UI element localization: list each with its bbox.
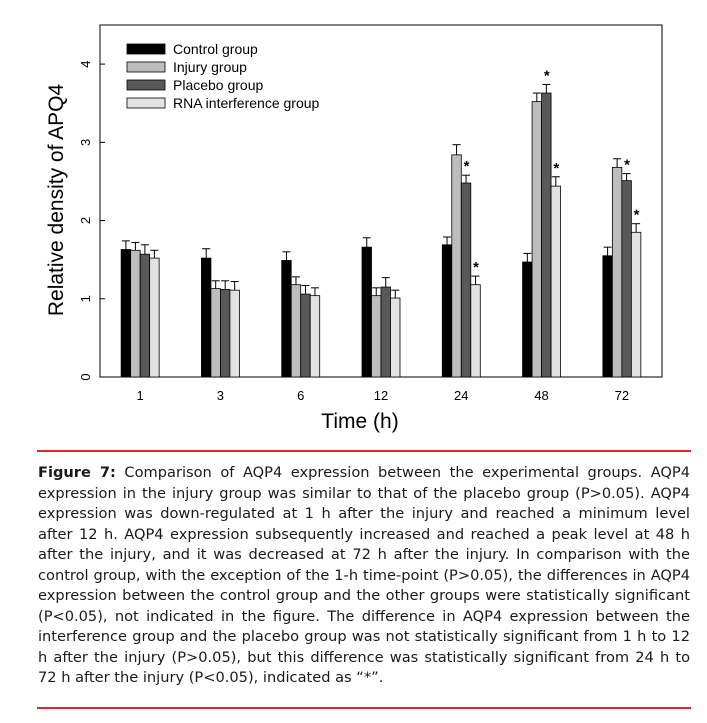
x-tick-label: 24 [454, 388, 468, 403]
bar [371, 295, 382, 378]
significance-marker: * [624, 157, 630, 174]
x-tick-label: 12 [374, 388, 388, 403]
bar [220, 288, 231, 378]
caption-text: Comparison of AQP4 expression between th… [38, 464, 690, 686]
y-tick-label: 4 [78, 60, 93, 67]
bar [602, 255, 613, 378]
significance-marker: * [553, 160, 559, 177]
y-axis-label: Relative density of APQ4 [45, 84, 68, 317]
y-tick-label: 2 [78, 217, 93, 224]
bar [130, 249, 141, 378]
legend-swatch [126, 43, 166, 55]
legend-label: Injury group [173, 59, 247, 75]
bar [621, 180, 632, 378]
bar [451, 154, 462, 378]
x-tick-label: 72 [615, 388, 629, 403]
bars [120, 92, 642, 378]
x-tick-label: 48 [534, 388, 548, 403]
significance-marker: * [473, 259, 479, 276]
bar [210, 288, 221, 378]
bar [611, 166, 623, 378]
legend-label: RNA interference group [173, 95, 320, 111]
bar [441, 244, 453, 378]
caption-bottom-rule [37, 707, 691, 709]
legend-label: Placebo group [173, 77, 264, 93]
bar [550, 185, 561, 378]
bar [630, 231, 642, 378]
bar [139, 253, 151, 378]
bar [541, 92, 552, 378]
figure-caption: Figure 7: Comparison of AQP4 expression … [38, 463, 690, 689]
y-tick-label: 0 [78, 373, 93, 380]
y-tick-label: 1 [78, 295, 93, 302]
bar [120, 249, 132, 378]
caption-top-rule [37, 450, 691, 452]
legend-swatch [126, 61, 166, 73]
bar [309, 295, 321, 378]
significance-marker: * [634, 207, 640, 224]
legend: Control group Injury group Placebo group RN… [126, 41, 320, 111]
legend-swatch [126, 97, 166, 109]
bar [522, 261, 533, 378]
x-axis-label: Time (h) [321, 410, 398, 433]
bar [229, 289, 240, 378]
caption-label: Figure 7: [38, 464, 116, 481]
y-tick-label: 3 [78, 139, 93, 146]
bar [149, 257, 160, 378]
significance-marker: * [464, 158, 470, 175]
bar [201, 257, 212, 378]
x-tick-label: 1 [137, 388, 144, 403]
bar [281, 260, 292, 378]
significance-marker: * [544, 67, 550, 84]
bar [290, 284, 302, 378]
error-bars [121, 83, 641, 298]
y-axis: 0 1 2 3 4 [78, 60, 105, 381]
bar [390, 297, 401, 378]
bar [470, 284, 481, 378]
bar [361, 246, 372, 378]
x-tick-label: 3 [217, 388, 224, 403]
bar [460, 182, 472, 378]
legend-swatch [126, 79, 166, 91]
x-tick-label: 6 [297, 388, 304, 403]
bar [300, 293, 311, 378]
bar [380, 286, 391, 378]
bar [531, 101, 542, 378]
significance-markers: * * * * * * [464, 67, 640, 276]
legend-label: Control group [173, 41, 258, 57]
